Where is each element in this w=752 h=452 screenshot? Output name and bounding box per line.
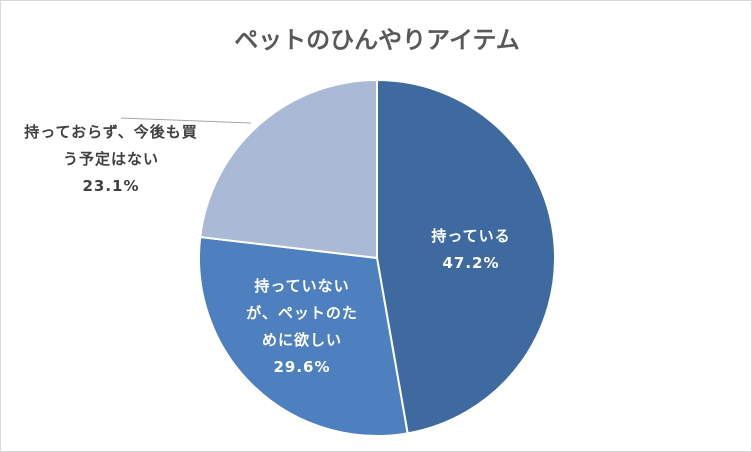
leader-line: [120, 117, 252, 124]
data-label: 持っておらず、今後も買う予定はない 23.1%: [21, 119, 201, 200]
value-label: 29.6%: [273, 358, 331, 376]
data-label: 持っていないが、ペットのために欲しい 29.6%: [239, 273, 365, 381]
pie-slice: [199, 78, 378, 260]
pie-slice: [376, 78, 556, 435]
category-label: 持っておらず、今後も買う予定はない: [24, 123, 198, 168]
value-label: 47.2%: [442, 254, 500, 272]
chart-title: ペットのひんやりアイテム: [234, 26, 520, 54]
category-label: 持っている: [431, 227, 511, 245]
data-label: 持っている 47.2%: [421, 223, 521, 277]
value-label: 23.1%: [82, 177, 140, 195]
category-label: 持っていないが、ペットのために欲しい: [246, 277, 358, 349]
pie-slice: [198, 235, 409, 437]
